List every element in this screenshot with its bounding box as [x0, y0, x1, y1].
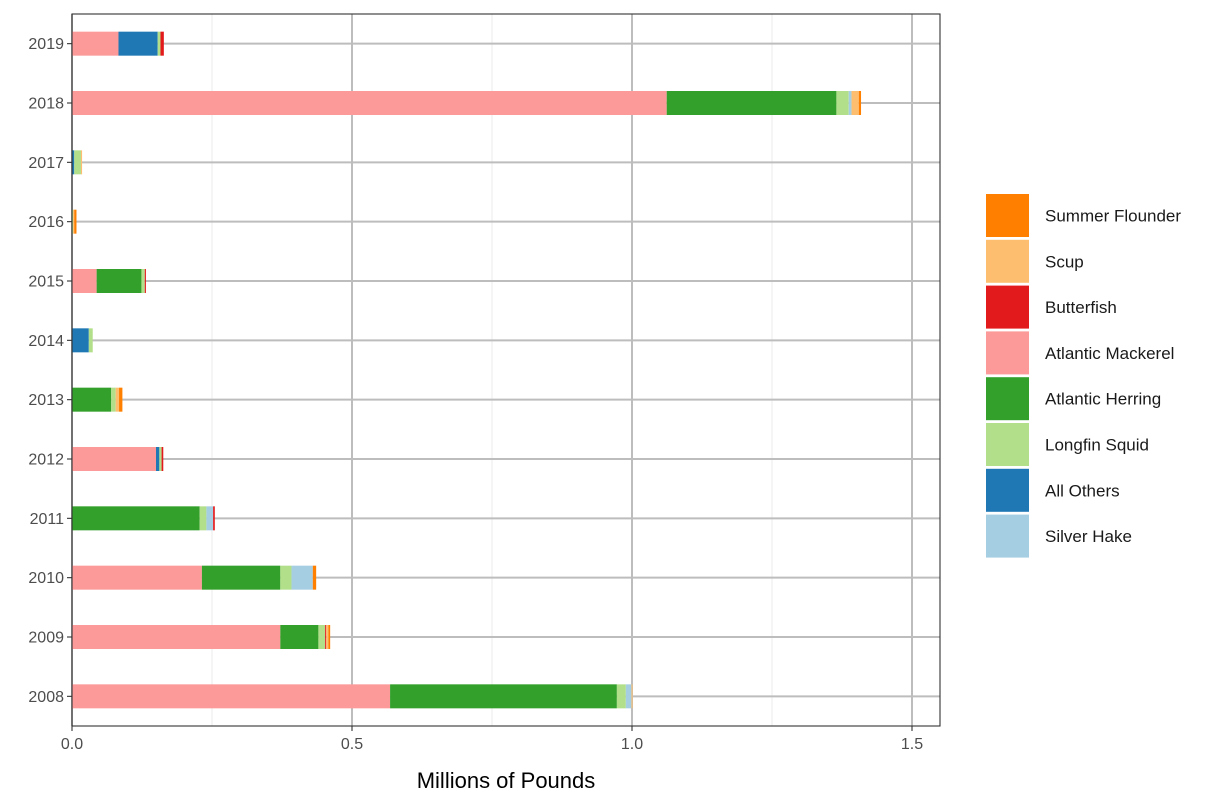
legend: Summer Flounder Scup Butterfish Atlantic Ma…	[986, 194, 1181, 558]
y-tick-label: 2018	[28, 96, 64, 113]
bar-segment	[144, 269, 146, 293]
bar-segment	[666, 91, 837, 115]
y-tick-label: 2010	[28, 570, 64, 587]
bar-segment	[119, 387, 123, 412]
bar-segment	[836, 91, 849, 115]
bar-segment	[312, 565, 317, 590]
bar-segment	[72, 328, 89, 353]
bar-segment	[74, 150, 81, 175]
legend-key	[986, 331, 1029, 375]
bar-segment	[625, 684, 632, 709]
legend-key	[986, 468, 1029, 512]
bar-segment	[72, 387, 112, 412]
x-tick-label: 1.0	[621, 736, 643, 753]
bar-segment	[88, 328, 93, 353]
bar-segment	[72, 269, 97, 293]
bar-segment	[72, 209, 74, 234]
legend-key	[986, 285, 1029, 329]
legend-label: Atlantic Herring	[1045, 390, 1161, 409]
legend-label: Summer Flounder	[1045, 207, 1181, 226]
legend-label: Butterfish	[1045, 298, 1117, 317]
x-tick-label: 0.0	[61, 736, 83, 753]
legend-label: Silver Hake	[1045, 527, 1132, 546]
bar-segment	[72, 447, 156, 471]
bar-segment	[280, 625, 319, 649]
bar-segment	[72, 565, 202, 590]
bar-segment	[72, 91, 667, 115]
bar-segment	[159, 447, 162, 471]
bar-segment	[616, 684, 626, 709]
bar-segment	[390, 684, 617, 709]
bar-segment	[280, 565, 292, 590]
bar-segment	[325, 625, 327, 649]
legend-label: Longfin Squid	[1045, 436, 1149, 455]
bar-segment	[201, 565, 281, 590]
bar-segment	[80, 150, 83, 175]
y-tick-label: 2009	[28, 630, 64, 647]
legend-key	[986, 423, 1029, 466]
x-tick-label: 0.5	[341, 736, 363, 753]
x-tick-label: 1.5	[901, 736, 923, 753]
bar-segment	[72, 684, 391, 709]
y-tick-label: 2019	[28, 36, 64, 53]
bar-segment	[118, 31, 158, 56]
bar-segment	[161, 447, 164, 471]
bar-segment	[848, 91, 852, 115]
bar-segment	[72, 150, 75, 175]
bar-segment	[160, 31, 164, 56]
y-tick-label: 2014	[28, 333, 64, 350]
y-axis: 2019 2018 2017 2016 2015 2014 2013 2012 2011 2010…	[28, 36, 72, 706]
legend-label: Scup	[1045, 252, 1084, 271]
bar-segment	[157, 31, 161, 56]
bar-segment	[72, 506, 200, 531]
bar-segment	[213, 506, 215, 531]
y-tick-label: 2015	[28, 274, 64, 291]
bar-segment	[96, 269, 142, 293]
y-tick-label: 2016	[28, 214, 64, 231]
bar-segment	[631, 684, 633, 709]
bar-segment	[206, 506, 214, 531]
bars	[72, 31, 862, 709]
bar-segment	[326, 625, 329, 649]
x-axis: 0.0 0.5 1.0 1.5	[61, 726, 923, 753]
bar-segment	[111, 387, 116, 412]
bar-segment	[141, 269, 145, 293]
bar-segment	[851, 91, 859, 115]
plot-panel-border	[71, 13, 941, 727]
bar-segment	[328, 625, 331, 649]
y-tick-label: 2011	[30, 511, 65, 528]
y-tick-label: 2008	[28, 689, 64, 706]
legend-key	[986, 194, 1029, 237]
bar-segment	[156, 447, 160, 471]
bar-segment	[291, 565, 313, 590]
bar-segment	[858, 91, 862, 115]
bar-segment	[73, 209, 75, 234]
legend-key	[986, 377, 1029, 421]
minor-gridlines	[211, 14, 773, 726]
y-tick-label: 2017	[28, 155, 64, 172]
bar-segment	[72, 31, 119, 56]
bar-segment	[199, 506, 207, 531]
y-tick-label: 2012	[28, 452, 64, 469]
legend-key	[986, 239, 1029, 283]
bar-segment	[72, 625, 281, 649]
legend-key	[986, 514, 1029, 558]
bar-segment	[115, 387, 120, 412]
x-axis-title: Millions of Pounds	[417, 768, 596, 793]
legend-label: Atlantic Mackerel	[1045, 344, 1174, 363]
legend-label: All Others	[1045, 481, 1120, 500]
bar-segment	[318, 625, 326, 649]
bar-segment	[74, 209, 77, 234]
y-tick-label: 2013	[28, 392, 64, 409]
